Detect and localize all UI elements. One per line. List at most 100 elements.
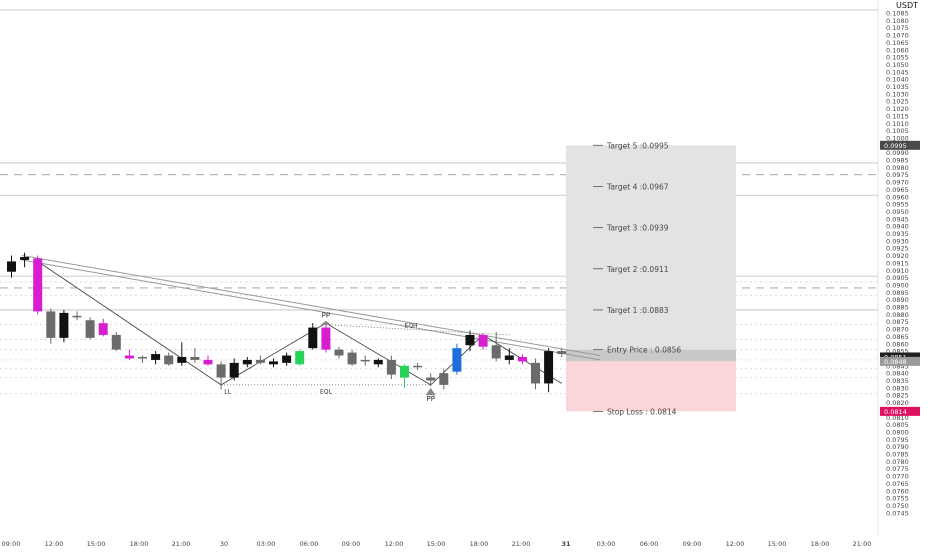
trend-line-upper [21,255,601,357]
candle-body[interactable] [308,327,318,349]
candle-body[interactable] [164,355,174,365]
candle-body[interactable] [138,356,147,359]
pp-top-marker [320,320,331,325]
price-axis-tick: 0.0825 [886,392,909,400]
candle-body[interactable] [59,312,69,338]
candle-body[interactable] [465,334,475,346]
candle-body[interactable] [85,320,95,338]
candle-body[interactable] [216,364,226,378]
price-axis-tick: 0.0970 [886,179,909,187]
time-axis-tick: 18:00 [811,540,830,548]
time-axis-tick: 18:00 [470,540,489,548]
candle-body[interactable] [557,351,567,355]
candle-body[interactable] [373,359,383,365]
pp-bottom-label: PP [426,395,434,403]
candle-body[interactable] [334,349,344,356]
candle-body[interactable] [282,355,292,363]
price-axis-tick: 0.1060 [886,46,909,54]
candle-body[interactable] [151,354,161,360]
candle-body[interactable] [386,359,396,375]
price-axis-tick: 0.0905 [886,274,909,282]
price-axis-tick: 0.0800 [886,428,909,436]
candle-body[interactable] [491,345,501,359]
price-axis-tick: 0.1065 [886,39,909,47]
price-axis-tick: 0.0985 [886,157,909,165]
candle-body[interactable] [400,365,409,378]
trend-line-lower [21,259,601,361]
price-axis-tick: 0.0925 [886,245,909,253]
price-axis-tick: 0.0765 [886,480,909,488]
time-axis-tick: 12:00 [385,540,404,548]
price-axis-tick: 0.1045 [886,68,909,76]
candle-body[interactable] [269,361,278,365]
price-axis-tick: 0.0830 [886,384,909,392]
currency-label: USDT [896,1,918,10]
price-axis-tick: 0.1085 [886,10,909,18]
candle-body[interactable] [72,315,82,318]
candle-body[interactable] [504,355,514,360]
eqh-line [325,324,510,336]
price-tag-bg [880,356,920,366]
entry-band [566,349,736,362]
candle-body[interactable] [229,362,239,378]
candle-body[interactable] [177,356,187,363]
time-axis-tick: 21:00 [853,540,872,548]
candle-body[interactable] [242,359,252,365]
candle-body[interactable] [20,257,30,260]
price-axis-tick: 0.0820 [886,399,909,407]
candle-body[interactable] [7,261,16,272]
price-axis-tick: 0.0930 [886,237,909,245]
candle-body[interactable] [413,365,423,368]
candle-body[interactable] [544,351,554,384]
price-axis-tick: 0.0785 [886,451,909,459]
price-axis-tick: 0.1015 [886,112,909,120]
candle-body[interactable] [33,258,43,312]
candle-body[interactable] [347,352,357,365]
target-4-label: Target 4 :0.0967 [606,182,669,191]
market-structure-zigzag [37,261,562,386]
candle-body[interactable] [531,362,540,384]
time-axis-tick: 30 [220,540,228,548]
eqh-label: EQH [405,323,418,330]
price-axis-tick: 0.1070 [886,32,909,40]
price-axis-tick: 0.1055 [886,54,909,62]
stop-loss-zone [566,361,736,412]
price-axis-tick: 0.0855 [886,348,909,356]
price-axis-tick: 0.1005 [886,127,909,135]
price-axis-tick: 0.0890 [886,296,909,304]
candle-body[interactable] [255,359,265,363]
price-axis-tick: 0.1035 [886,83,909,91]
price-axis-tick: 0.0960 [886,193,909,201]
candle-body[interactable] [190,356,200,360]
candle-body[interactable] [439,373,449,385]
candle-body[interactable] [124,355,134,359]
price-axis-tick: 0.0750 [886,502,909,510]
candle-body[interactable] [98,323,108,335]
price-axis-tick: 0.0885 [886,304,909,312]
candle-body[interactable] [321,327,331,350]
time-axis-tick: 03:00 [597,540,616,548]
price-axis-tick: 0.0755 [886,495,909,503]
price-axis-tick: 0.0810 [886,414,909,422]
candle-body[interactable] [203,359,213,365]
price-axis-tick: 0.0920 [886,252,909,260]
price-axis-tick: 0.1075 [886,24,909,32]
time-axis-tick: 18:00 [130,540,149,548]
price-axis-tick: 0.0790 [886,443,909,451]
price-axis-tick: 0.0835 [886,377,909,385]
candle-body[interactable] [295,351,305,365]
candle-body[interactable] [452,348,462,372]
price-axis-tick: 0.0950 [886,208,909,216]
candle-body[interactable] [111,334,121,350]
candle-body[interactable] [360,359,370,362]
candle-body[interactable] [517,356,527,362]
price-axis-tick: 0.0760 [886,487,909,495]
ll-label: LL [224,389,231,396]
candle-body[interactable] [478,334,488,347]
target-3-label: Target 3 :0.0939 [606,224,669,233]
candle-body[interactable] [46,311,56,338]
candle-body[interactable] [426,377,436,381]
price-axis-tick: 0.0840 [886,370,909,378]
